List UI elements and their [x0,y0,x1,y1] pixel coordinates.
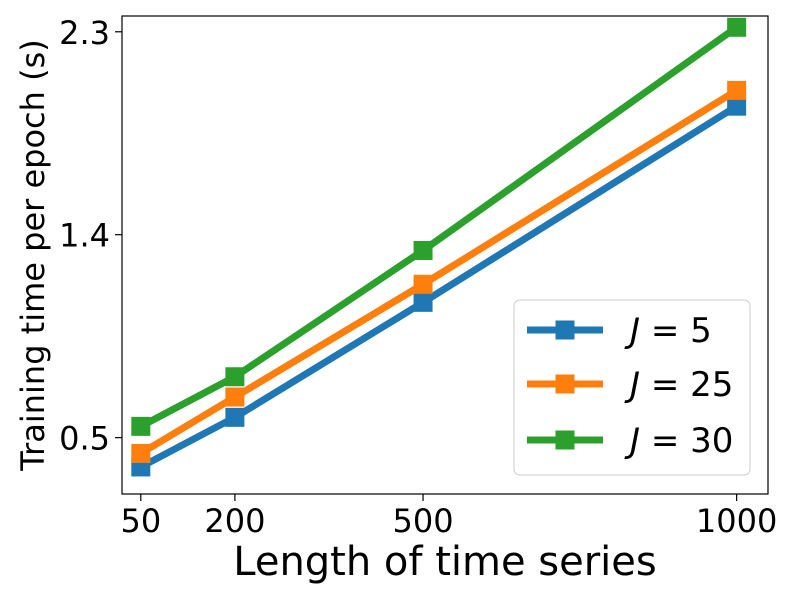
x-tick-label: 50 [120,502,161,540]
series-marker [727,80,747,100]
series-marker [225,367,245,387]
series-marker [413,274,433,294]
series-line-0 [139,103,739,471]
legend-label: J = 30 [624,421,733,461]
series-marker [131,416,151,436]
plot-area [121,15,769,495]
series-marker [225,387,245,407]
legend-marker [555,430,575,450]
legend-label: J = 25 [624,365,733,405]
y-axis-label: Training time per epoch (s) [14,39,52,472]
legend: J = 5 J = 25 J = 30 [513,299,751,476]
y-tick-label: 2.3 [59,14,110,52]
x-tick-label: 500 [393,502,454,540]
series-marker [413,292,433,312]
legend-marker [555,374,575,394]
series-line-1 [139,87,739,457]
series-marker [413,240,433,260]
series-marker [727,17,747,37]
x-tick-label: 200 [204,502,265,540]
y-tick-label: 0.5 [59,420,110,458]
series-marker [225,407,245,427]
y-tick-label: 1.4 [59,217,110,255]
x-tick-label: 1000 [696,502,777,540]
x-axis-label: Length of time series [233,539,657,585]
series-marker [727,96,747,116]
series-marker [131,443,151,463]
legend-marker [555,320,575,340]
legend-label: J = 5 [624,311,712,351]
series-line-2 [139,24,739,430]
